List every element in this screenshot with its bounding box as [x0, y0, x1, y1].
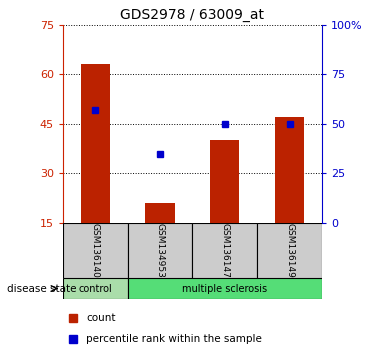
Text: GSM134953: GSM134953: [155, 223, 165, 278]
Text: GSM136149: GSM136149: [285, 223, 294, 278]
Bar: [63, 223, 128, 278]
Bar: [128, 223, 192, 278]
Bar: [192, 223, 257, 278]
Text: count: count: [86, 313, 116, 323]
Bar: [210, 141, 239, 223]
Text: control: control: [78, 284, 112, 293]
Bar: [257, 223, 322, 278]
Bar: [128, 278, 322, 299]
Text: GSM136140: GSM136140: [91, 223, 100, 278]
Text: GSM136147: GSM136147: [220, 223, 229, 278]
Bar: [275, 117, 304, 223]
Bar: [63, 278, 128, 299]
Bar: [81, 64, 110, 223]
Text: percentile rank within the sample: percentile rank within the sample: [86, 334, 262, 344]
Bar: [145, 203, 175, 223]
Text: multiple sclerosis: multiple sclerosis: [182, 284, 268, 293]
Title: GDS2978 / 63009_at: GDS2978 / 63009_at: [120, 8, 265, 22]
Text: disease state: disease state: [7, 284, 77, 293]
